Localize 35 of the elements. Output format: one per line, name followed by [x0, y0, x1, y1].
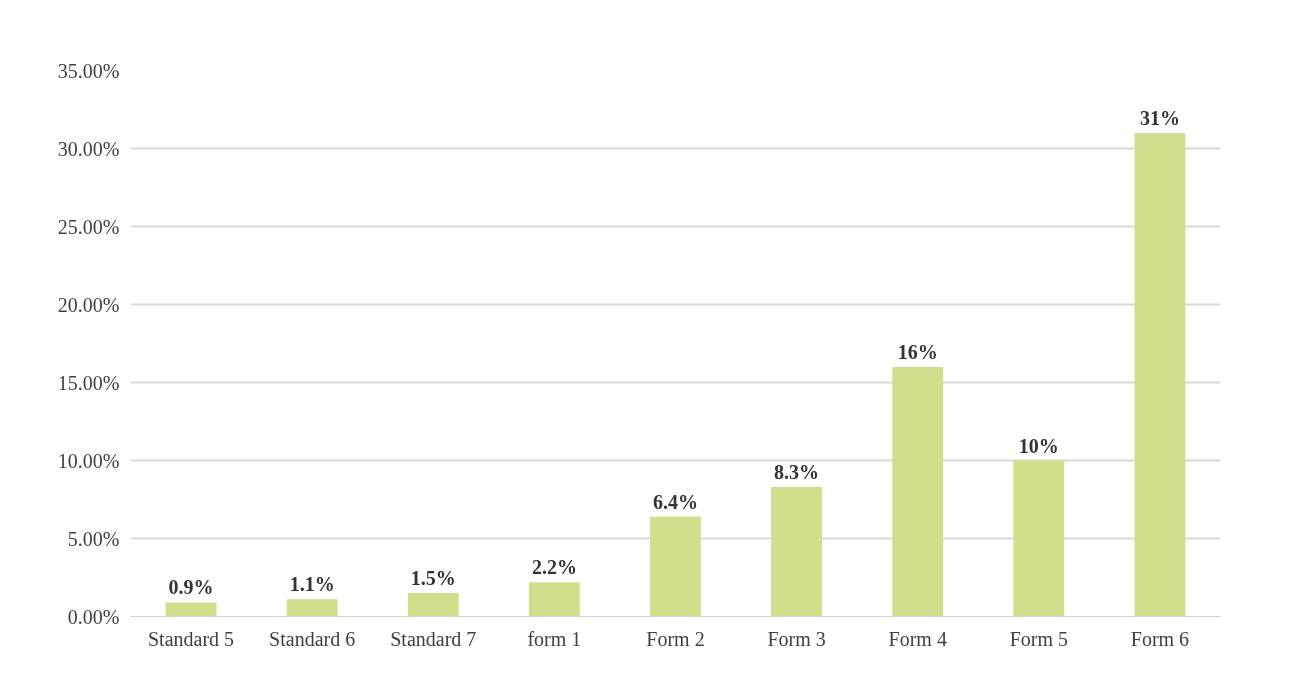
bar — [528, 582, 580, 617]
x-tick-label: Form 2 — [646, 627, 705, 650]
x-tick-label: Standard 5 — [148, 627, 235, 650]
y-tick-label: 10.00% — [57, 449, 120, 472]
y-tick-label: 5.00% — [67, 527, 120, 550]
y-tick-label: 15.00% — [57, 371, 120, 394]
bar — [286, 599, 338, 617]
bar — [892, 366, 944, 617]
x-tick-label: Form 4 — [888, 627, 947, 650]
y-tick-label: 25.00% — [57, 215, 120, 238]
y-tick-label: 20.00% — [57, 293, 120, 316]
data-label: 8.3% — [774, 461, 820, 484]
x-tick-label: Standard 6 — [269, 627, 356, 650]
data-label: 1.1% — [289, 573, 335, 596]
data-label: 2.2% — [531, 556, 577, 579]
bar — [1013, 460, 1065, 617]
x-tick-label: Standard 7 — [390, 627, 477, 650]
data-label: 6.4% — [653, 490, 698, 513]
x-tick-label: form 1 — [527, 627, 582, 650]
data-label: 1.5% — [410, 567, 456, 590]
data-label: 31% — [1139, 106, 1180, 129]
x-tick-label: Form 3 — [767, 627, 826, 650]
bar — [407, 593, 459, 617]
data-label: 0.9% — [168, 576, 214, 599]
bar — [771, 487, 823, 617]
y-tick-label: 30.00% — [57, 137, 120, 160]
x-tick-label: Form 6 — [1130, 627, 1190, 650]
bar — [1134, 132, 1186, 617]
data-label: 10% — [1018, 434, 1059, 457]
bar — [650, 516, 701, 617]
y-tick-label: 35.00% — [57, 59, 120, 82]
bar — [165, 602, 217, 617]
x-tick-label: Form 5 — [1009, 627, 1069, 650]
data-label: 16% — [897, 340, 938, 363]
y-tick-label: 0.00% — [67, 605, 120, 628]
